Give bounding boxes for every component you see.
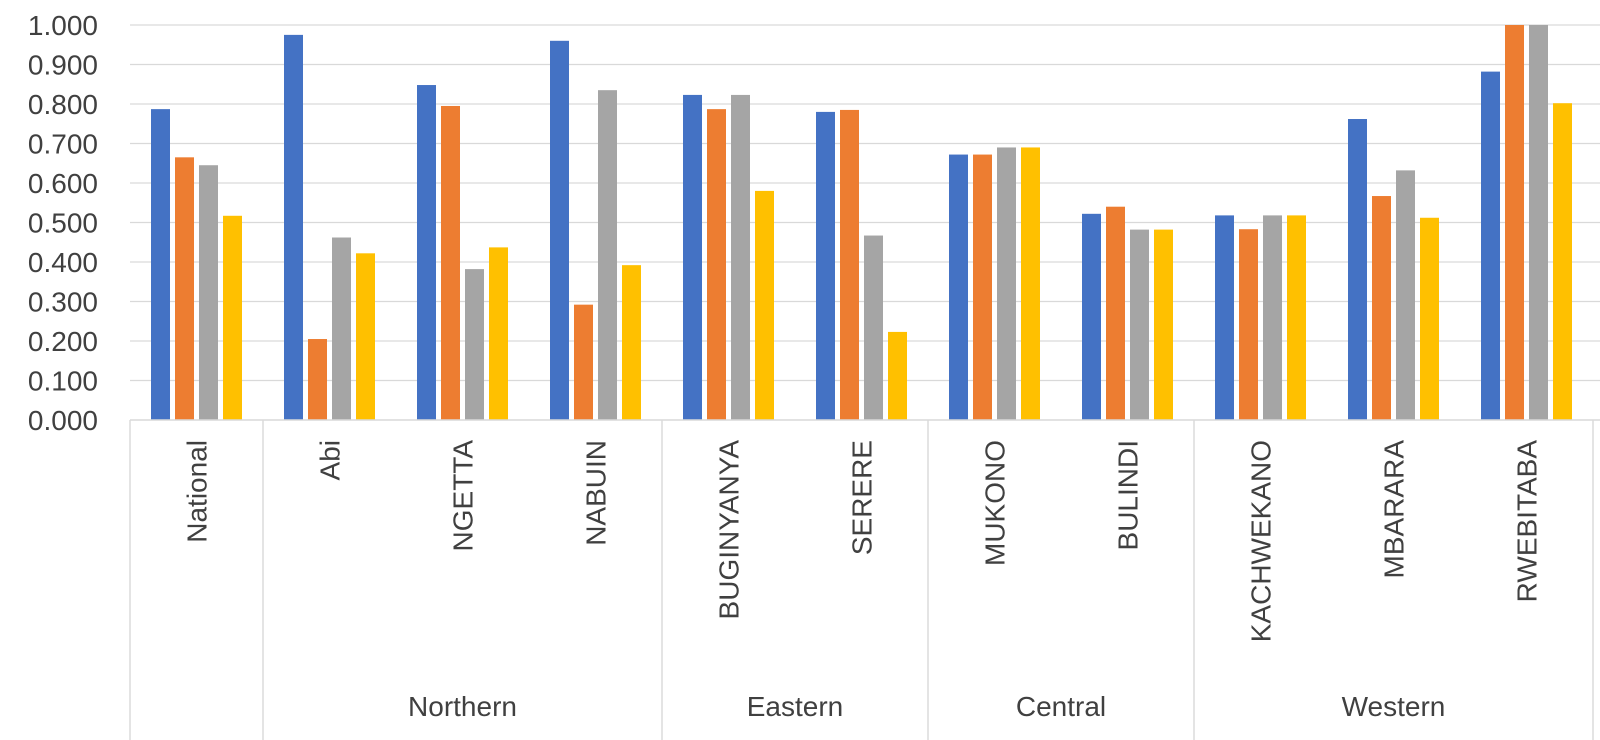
bar: [598, 90, 617, 421]
bar: [332, 237, 351, 420]
bar: [1553, 103, 1572, 421]
y-tick-label: 0.700: [28, 129, 98, 160]
y-tick-label: 0.800: [28, 89, 98, 120]
bar: [1021, 147, 1040, 420]
bar: [223, 215, 242, 420]
x-tick-label: BUGINYANYA: [714, 440, 745, 620]
bar: [151, 109, 170, 420]
bar: [417, 85, 436, 420]
y-axis-tick-labels: 0.000 0.100 0.200 0.300 0.400 0.500 0.600 0.700…: [28, 10, 98, 436]
bar: [1263, 215, 1282, 420]
bar: [755, 190, 774, 420]
bar: [1287, 215, 1306, 420]
y-tick-label: 0.600: [28, 168, 98, 199]
bar: [1529, 25, 1548, 420]
y-tick-label: 0.000: [28, 405, 98, 436]
x-tick-label: NGETTA: [448, 440, 479, 552]
bar: [1130, 229, 1149, 420]
bar: [1481, 71, 1500, 421]
x-axis-group-labels: Northern Eastern Central Western: [408, 691, 1445, 722]
bar: [489, 247, 508, 420]
bar: [175, 157, 194, 420]
bar: [683, 94, 702, 420]
bar: [356, 253, 375, 420]
bar: [1106, 206, 1125, 420]
bar: [864, 235, 883, 420]
y-tick-label: 0.500: [28, 208, 98, 239]
bar: [308, 339, 327, 420]
bar: [199, 165, 218, 420]
x-tick-label: Abi: [315, 440, 346, 480]
group-label: Central: [1016, 691, 1106, 722]
x-tick-label: NABUIN: [581, 440, 612, 546]
bar: [1348, 119, 1367, 420]
group-label: Western: [1342, 691, 1446, 722]
bar: [284, 34, 303, 420]
x-tick-label: National: [182, 440, 213, 543]
bar: [840, 109, 859, 421]
x-tick-label: BULINDI: [1113, 440, 1144, 550]
y-tick-label: 0.300: [28, 287, 98, 318]
bar: [973, 154, 992, 420]
bar: [707, 109, 726, 420]
bar: [574, 304, 593, 420]
x-tick-label: RWEBITABA: [1512, 440, 1543, 603]
bar: [465, 269, 484, 420]
bar: [1215, 215, 1234, 420]
x-tick-label: KACHWEKANO: [1246, 440, 1277, 642]
group-label: Eastern: [747, 691, 844, 722]
bar: [622, 265, 641, 420]
y-tick-label: 0.200: [28, 326, 98, 357]
bar: [816, 111, 835, 421]
bar: [731, 94, 750, 420]
y-tick-label: 0.100: [28, 366, 98, 397]
bar: [1082, 213, 1101, 420]
bar: [1396, 170, 1415, 420]
y-tick-label: 0.900: [28, 50, 98, 81]
y-tick-label: 0.400: [28, 247, 98, 278]
bar: [949, 154, 968, 420]
axes: [129, 419, 1600, 740]
bar: [888, 331, 907, 420]
bar: [1505, 25, 1524, 420]
x-tick-label: SERERE: [847, 440, 878, 555]
bar: [1154, 229, 1173, 420]
x-tick-label: MUKONO: [980, 440, 1011, 566]
bars: [151, 25, 1572, 421]
bar: [550, 40, 569, 421]
y-tick-label: 1.000: [28, 10, 98, 41]
group-label: Northern: [408, 691, 517, 722]
bar: [1372, 196, 1391, 420]
x-axis-tick-labels: National Abi NGETTA NABUIN BUGINYANYA SERERE M…: [182, 440, 1543, 643]
x-tick-label: MBARARA: [1379, 440, 1410, 579]
bar: [997, 147, 1016, 420]
bar: [1239, 229, 1258, 420]
bar: [441, 105, 460, 420]
bar: [1420, 217, 1439, 420]
